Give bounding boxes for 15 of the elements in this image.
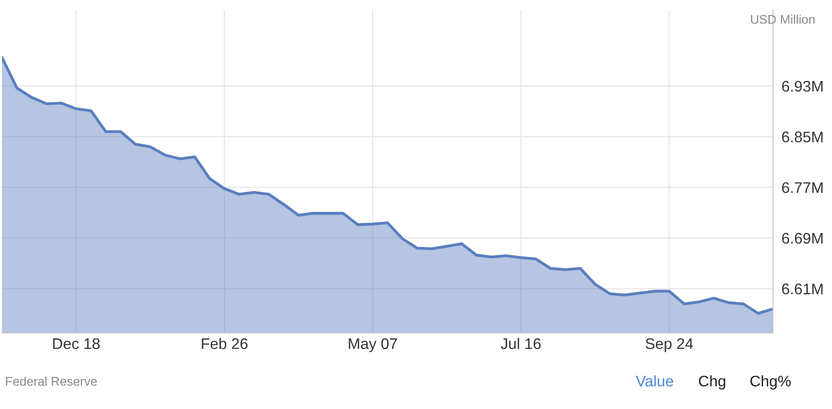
y-tick-label: 6.77M xyxy=(782,182,823,194)
x-tick-label: May 07 xyxy=(348,338,397,352)
text: Federal Reserve xyxy=(6,376,97,386)
annotation: USD Million xyxy=(751,14,815,24)
y-tick-label: 6.61M xyxy=(782,284,823,294)
x-tick-label: Feb 26 xyxy=(202,338,248,350)
x-tick-label: Dec 18 xyxy=(53,338,100,350)
y-tick-label: 6.85M xyxy=(782,132,823,142)
text: Value xyxy=(636,375,674,387)
text: Chg xyxy=(698,375,726,390)
x-tick-label: Sep 24 xyxy=(646,338,693,352)
y-tick-label: 6.69M xyxy=(782,232,823,244)
text: Chg% xyxy=(750,375,791,390)
x-tick-label: Jul 16 xyxy=(500,338,541,350)
y-tick-label: 6.93M xyxy=(782,80,823,92)
